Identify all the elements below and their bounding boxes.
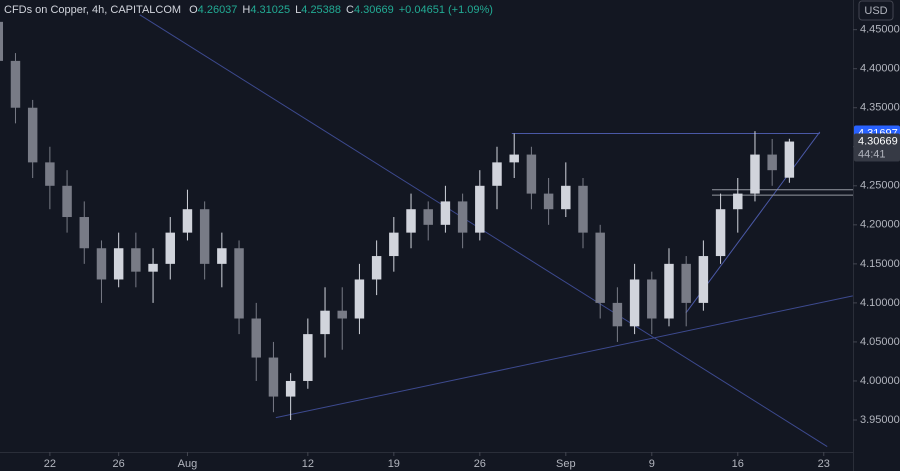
candle-body bbox=[647, 279, 657, 319]
trendline bbox=[275, 295, 853, 419]
candle-body bbox=[165, 232, 175, 264]
candle-body bbox=[509, 154, 519, 163]
ohlc-label: O bbox=[189, 4, 198, 16]
candle-body bbox=[750, 154, 760, 194]
candle-body bbox=[733, 193, 743, 210]
x-tick-label: 19 bbox=[388, 458, 400, 470]
candle-body bbox=[27, 107, 38, 163]
candle-body bbox=[561, 185, 571, 210]
y-tick-label: 4.20000 bbox=[860, 219, 900, 231]
x-tick-label: Sep bbox=[556, 458, 576, 470]
price-label-box bbox=[854, 133, 900, 162]
candle-body bbox=[79, 217, 89, 249]
candle-body bbox=[595, 232, 605, 303]
candle-body bbox=[406, 209, 416, 233]
ohlc-label: H bbox=[242, 4, 250, 16]
candle-body bbox=[10, 60, 21, 108]
x-tick-label: 9 bbox=[649, 458, 655, 470]
y-tick-label: 4.10000 bbox=[860, 297, 900, 309]
currency-button[interactable] bbox=[858, 0, 894, 21]
candle-body bbox=[526, 154, 537, 194]
x-tick-label: 26 bbox=[474, 458, 486, 470]
candle-body bbox=[354, 279, 365, 319]
candle-body bbox=[440, 201, 451, 225]
x-tick-label: Aug bbox=[178, 458, 198, 470]
candle-body bbox=[0, 21, 4, 61]
y-tick-label: 4.35000 bbox=[860, 102, 900, 114]
candle-body bbox=[268, 357, 279, 397]
candle-body bbox=[423, 209, 433, 225]
y-tick-label: 4.45000 bbox=[860, 24, 900, 36]
candle-body bbox=[612, 302, 623, 327]
y-tick-label: 4.40000 bbox=[860, 63, 900, 75]
candle-body bbox=[234, 248, 244, 319]
candle-body bbox=[182, 209, 193, 233]
candle-body bbox=[251, 318, 261, 358]
currency[interactable]: USD bbox=[864, 5, 887, 17]
ohlc-value: 4.26037 bbox=[198, 4, 238, 16]
ohlc-value: 4.25388 bbox=[301, 4, 341, 16]
header: CFDs on Copper, 4h, CAPITALCOM O4.26037 H4… bbox=[4, 4, 493, 16]
candle-body bbox=[389, 232, 399, 257]
candle-body bbox=[199, 209, 210, 264]
x-tick-label: 26 bbox=[113, 458, 125, 470]
y-tick-label: 4.15000 bbox=[860, 258, 900, 270]
candle-body bbox=[320, 310, 330, 335]
candle-body bbox=[664, 263, 674, 319]
candle-body bbox=[113, 248, 124, 280]
y-tick-label: 4.00000 bbox=[860, 375, 900, 387]
ohlc-value: 4.30669 bbox=[354, 4, 394, 16]
symbol: CFDs on Copper, 4h, CAPITALCOM bbox=[4, 4, 181, 16]
trendline bbox=[685, 131, 821, 314]
candle-body bbox=[492, 162, 502, 186]
price-label: 4.30669 bbox=[858, 135, 898, 147]
y-tick-label: 4.25000 bbox=[860, 180, 900, 192]
x-tick-label: 22 bbox=[44, 458, 56, 470]
candle-body bbox=[629, 279, 640, 327]
x-tick-label: 23 bbox=[818, 458, 830, 470]
y-tick-label: 4.05000 bbox=[860, 336, 900, 348]
candle-body bbox=[337, 310, 347, 319]
ohlc-value: 4.31025 bbox=[250, 4, 290, 16]
candle-body bbox=[131, 248, 141, 272]
candle-body bbox=[784, 141, 795, 178]
price-countdown: 44:41 bbox=[858, 148, 886, 160]
candle-body bbox=[681, 263, 691, 303]
candle-body bbox=[457, 201, 468, 233]
candle-body bbox=[371, 256, 382, 280]
ohlc-label: C bbox=[346, 4, 354, 16]
candle-body bbox=[62, 185, 72, 218]
y-tick-label: 3.95000 bbox=[860, 414, 900, 426]
change: +0.04651 (+1.09%) bbox=[399, 4, 493, 16]
candle-body bbox=[96, 248, 107, 280]
candle-body bbox=[475, 185, 485, 233]
candle-body bbox=[217, 248, 227, 264]
candle-body bbox=[303, 334, 313, 381]
candle-body bbox=[715, 209, 726, 257]
candle-body bbox=[578, 185, 588, 233]
candle-body bbox=[45, 162, 55, 186]
candle-body bbox=[285, 380, 296, 397]
candle-body bbox=[543, 193, 554, 210]
ohlc-label: L bbox=[295, 4, 301, 16]
candle-body bbox=[148, 263, 158, 272]
candle-body bbox=[767, 154, 777, 171]
x-tick-label: 16 bbox=[732, 458, 744, 470]
candle-body bbox=[698, 256, 709, 303]
x-tick-label: 12 bbox=[302, 458, 314, 470]
